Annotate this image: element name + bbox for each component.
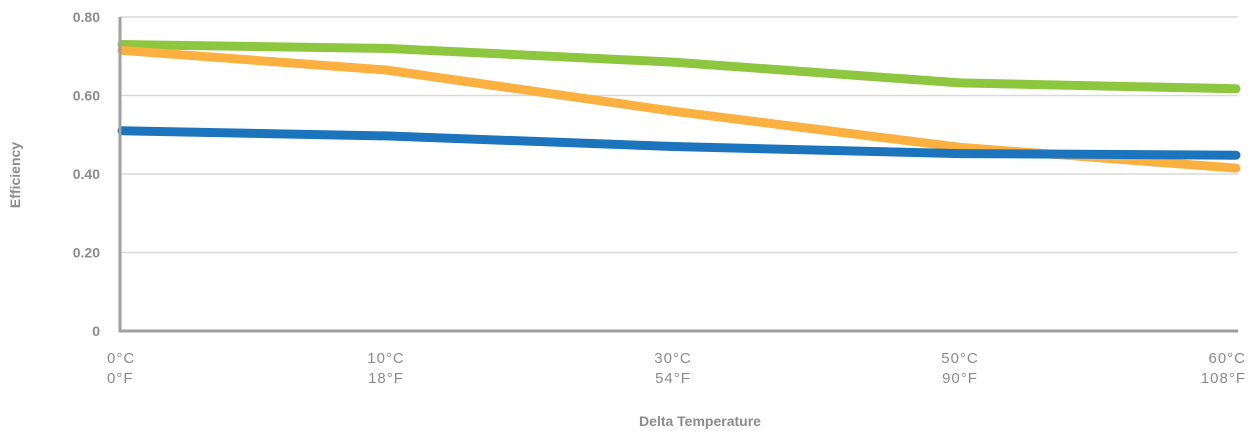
x-axis-title: Delta Temperature: [639, 413, 761, 429]
y-tick-label: 0.60: [73, 88, 100, 104]
x-tick-label-fahrenheit: 108°F: [1201, 370, 1246, 387]
x-tick-label-celsius: 50°C: [941, 350, 979, 367]
x-tick-label-fahrenheit: 0°F: [107, 370, 134, 387]
y-tick-label: 0: [92, 323, 100, 339]
series-line-3: [117, 126, 1241, 160]
y-tick-label: 0.20: [73, 245, 100, 261]
x-tick-label-fahrenheit: 90°F: [942, 370, 978, 387]
x-tick-label-celsius: 30°C: [654, 350, 692, 367]
x-tick-label-celsius: 60°C: [1208, 350, 1246, 367]
y-tick-label: 0.80: [73, 9, 100, 25]
series-lines: [117, 40, 1241, 173]
x-tick-labels: 0°C 0°F 10°C 18°F 30°C 54°F 50°C 90°F 60°C 108°F: [107, 350, 1246, 387]
axes: [118, 17, 1238, 333]
x-tick-label-fahrenheit: 54°F: [655, 370, 691, 387]
y-tick-labels: 0 0.20 0.40 0.60 0.80: [73, 9, 100, 339]
x-tick-label-fahrenheit: 18°F: [368, 370, 404, 387]
series-line-1: [117, 40, 1241, 94]
x-tick-label-celsius: 10°C: [367, 350, 405, 367]
x-tick-label-celsius: 0°C: [107, 350, 135, 367]
grid-lines: [120, 16, 1238, 254]
y-tick-label: 0.40: [73, 166, 100, 182]
y-axis-title: Efficiency: [7, 142, 23, 208]
